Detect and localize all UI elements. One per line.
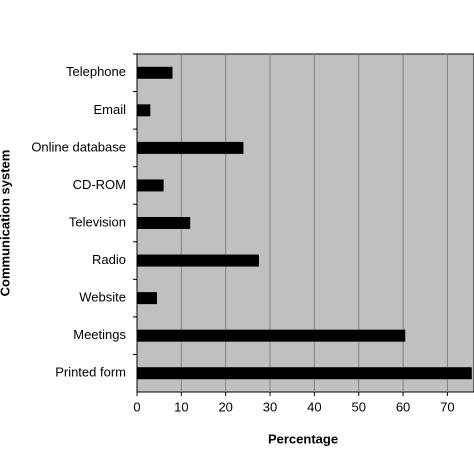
y-tick-label: CD-ROM — [73, 177, 126, 192]
y-tick-label: Meetings — [73, 327, 126, 342]
y-axis-title: Communication system — [0, 150, 12, 297]
y-tick-label: Printed form — [55, 365, 126, 380]
x-tick-label: 0 — [133, 399, 140, 414]
y-tick-label: Online database — [31, 139, 126, 154]
x-tick-label: 10 — [174, 399, 188, 414]
y-tick-label: Television — [69, 214, 126, 229]
y-tick-label: Email — [93, 102, 126, 117]
bar — [137, 217, 191, 229]
x-tick-label: 60 — [396, 399, 410, 414]
bar — [137, 141, 244, 154]
bar — [137, 292, 157, 305]
x-tick-label: 50 — [351, 399, 365, 414]
bar — [137, 104, 151, 117]
y-tick-label: Radio — [92, 252, 126, 267]
bar — [137, 329, 406, 342]
bar — [137, 367, 472, 380]
x-axis-title: Percentage — [268, 431, 338, 446]
bar — [137, 254, 259, 267]
bar — [137, 66, 173, 79]
y-tick-label: Website — [79, 290, 126, 305]
bar — [137, 179, 164, 192]
x-tick-label: 40 — [307, 399, 321, 414]
x-tick-label: 20 — [218, 399, 232, 414]
x-tick-label: 30 — [263, 399, 277, 414]
x-tick-label: 70 — [440, 399, 454, 414]
y-tick-label: Telephone — [66, 64, 126, 79]
